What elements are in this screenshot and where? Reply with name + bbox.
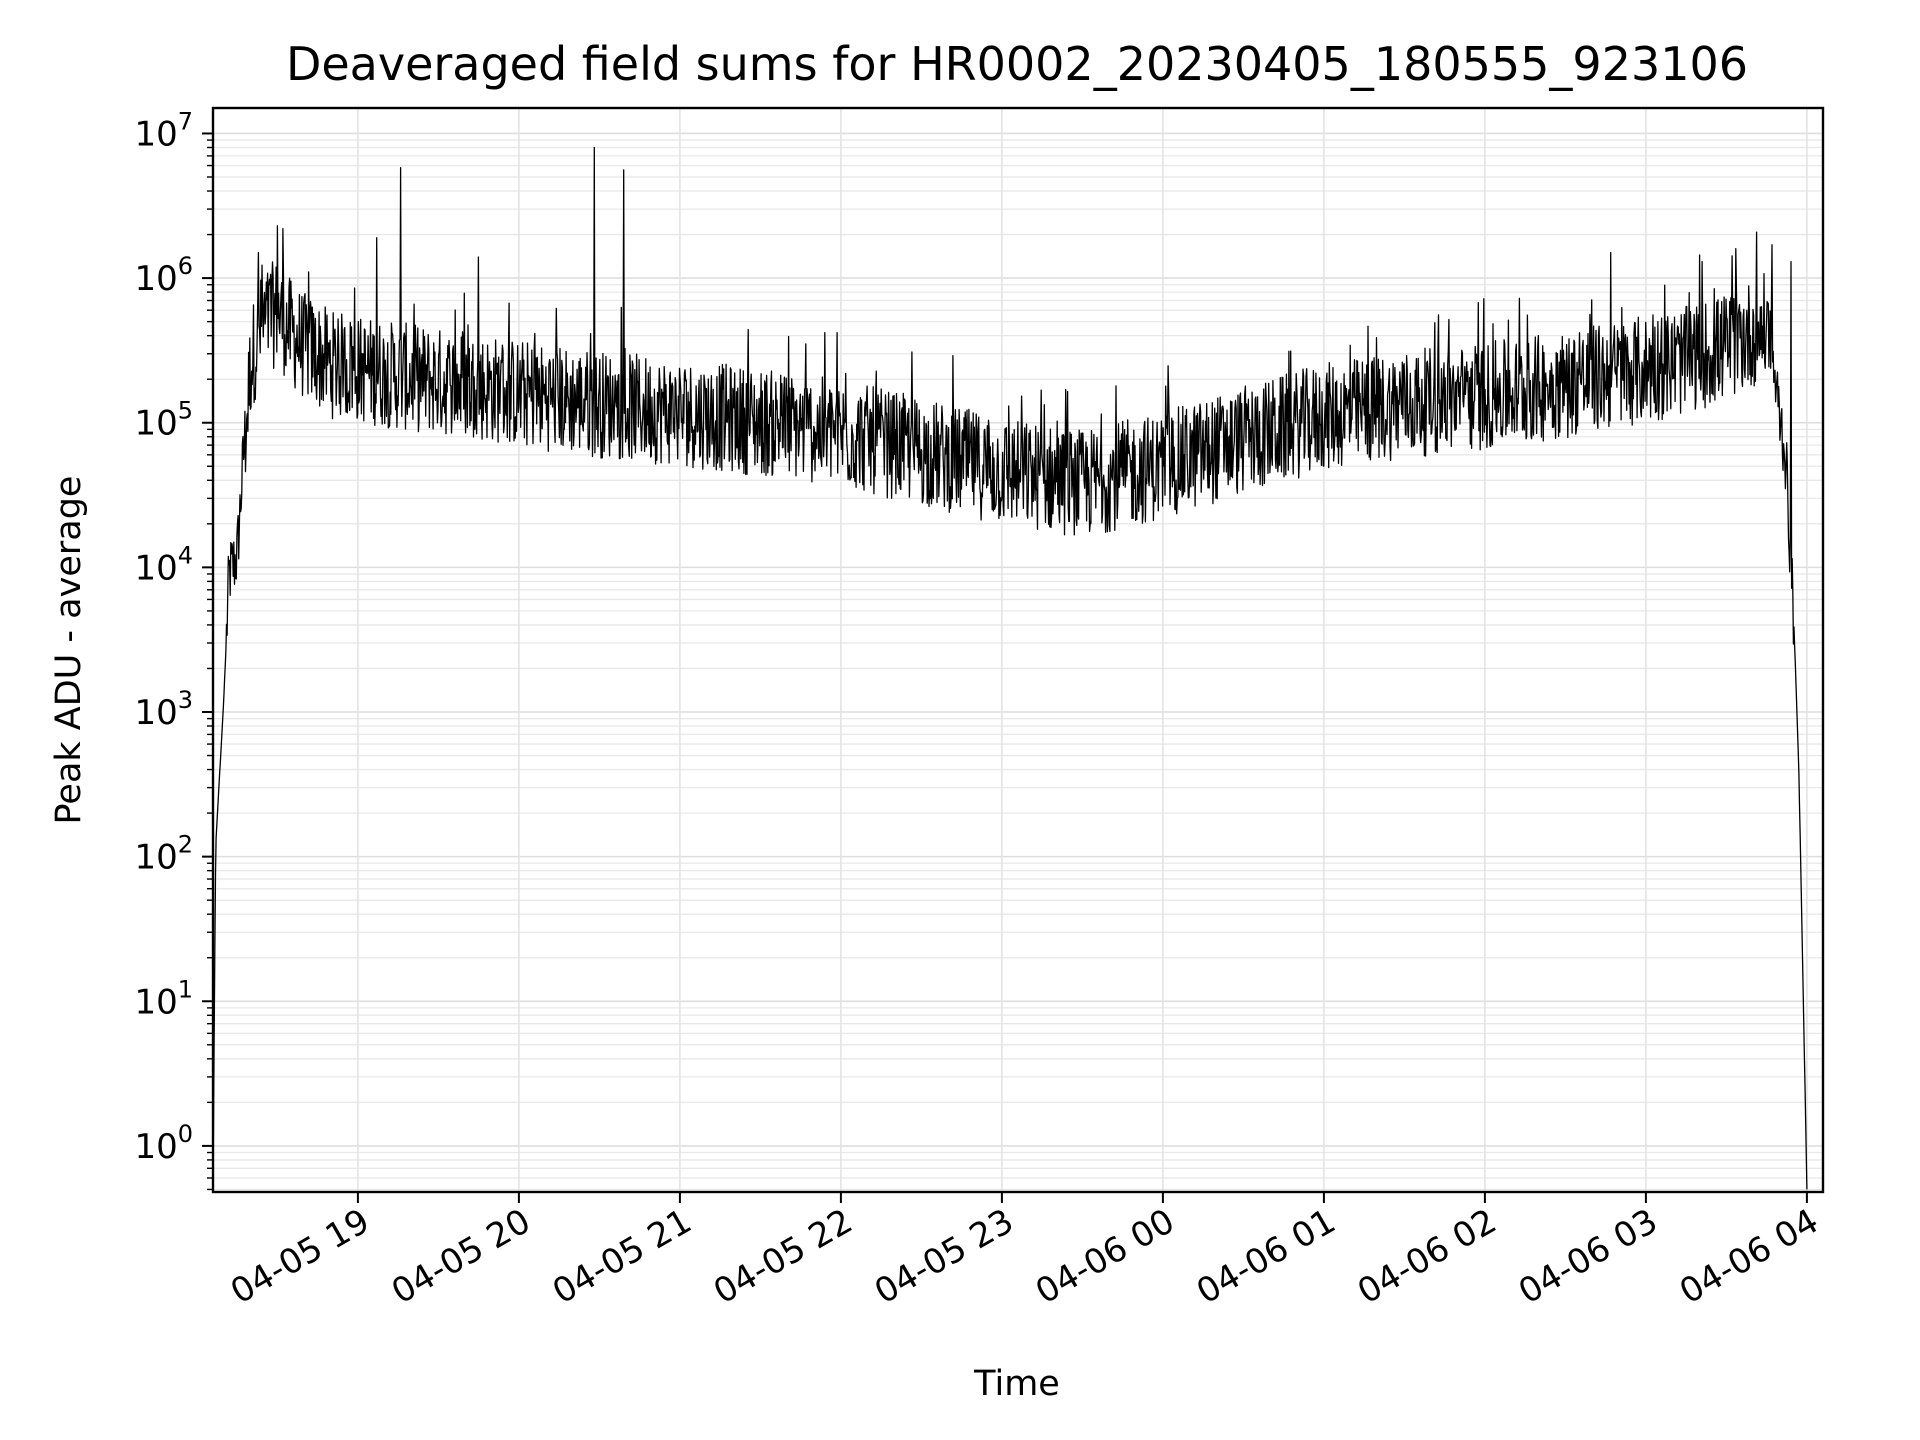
grid [213, 108, 1823, 1192]
y-tick-label: 107 [134, 107, 193, 154]
y-tick-label: 103 [134, 686, 193, 733]
chart-title: Deaveraged field sums for HR0002_2023040… [286, 37, 1748, 91]
x-axis-label: Time [973, 1364, 1060, 1404]
y-tick-label: 102 [134, 831, 193, 878]
series-group [212, 146, 1808, 1190]
y-tick-label: 104 [134, 541, 193, 588]
plot-frame [211, 106, 1825, 1194]
y-axis-ticks: 100 101 102 103 104 105 106 107 [134, 107, 213, 1191]
y-tick-label: 100 [134, 1120, 193, 1167]
y-tick-label: 105 [134, 397, 193, 444]
series-line [212, 146, 1808, 1190]
y-axis-label: Peak ADU - average [49, 476, 89, 825]
y-tick-label: 106 [134, 252, 193, 299]
y-tick-label: 101 [134, 975, 193, 1022]
